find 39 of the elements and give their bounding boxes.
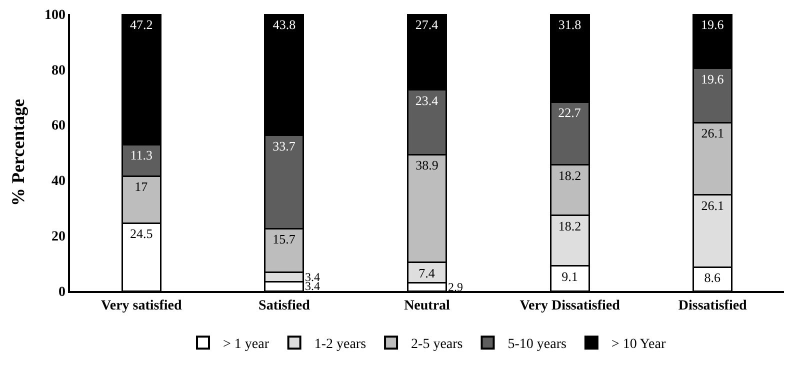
data-label: 38.9 <box>416 158 438 173</box>
data-label: 26.1 <box>701 126 724 141</box>
data-label: 8.6 <box>704 270 721 286</box>
data-label: 27.4 <box>415 17 439 32</box>
x-tick-label: Very satisfied <box>101 298 182 314</box>
data-label: 7.4 <box>418 265 436 280</box>
data-label: 17 <box>134 179 148 194</box>
legend-label: 1-2 years <box>314 337 366 352</box>
legend-label: > 1 year <box>223 337 270 352</box>
data-label: 43.8 <box>272 17 296 32</box>
y-tick-label: 80 <box>51 63 66 78</box>
data-label: 31.8 <box>558 17 582 32</box>
y-tick-label: 100 <box>44 8 66 23</box>
data-label: 18.2 <box>558 168 582 183</box>
data-label: 19.6 <box>700 71 724 86</box>
data-label: 18.2 <box>558 218 582 234</box>
y-tick-label: 20 <box>51 230 66 244</box>
data-label: 23.4 <box>415 92 439 108</box>
data-label: 2.9 <box>448 280 463 294</box>
data-label: 22.7 <box>558 105 582 120</box>
data-label: 15.7 <box>272 232 296 247</box>
data-label: 47.2 <box>130 17 153 32</box>
y-tick-label: 60 <box>51 118 66 134</box>
y-tick-label: 0 <box>58 284 66 300</box>
data-label: 11.3 <box>130 148 153 163</box>
y-tick-label: 40 <box>51 174 66 190</box>
legend-label: 2-5 years <box>411 337 463 352</box>
data-label: 24.5 <box>130 226 153 242</box>
legend-label: 5-10 years <box>508 337 566 352</box>
x-tick-label: Dissatisfied <box>678 298 748 314</box>
x-tick-label: Satisfied <box>258 298 310 314</box>
data-label: 9.1 <box>562 268 578 284</box>
data-label: 26.1 <box>701 198 724 213</box>
y-axis-title: % Percentage <box>8 98 28 206</box>
data-label: 19.6 <box>700 17 724 32</box>
x-tick-label: Very Dissatisfied <box>520 298 620 314</box>
legend-label: > 10 Year <box>611 337 666 352</box>
data-label: 33.7 <box>272 138 296 154</box>
x-tick-label: Neutral <box>404 298 450 314</box>
